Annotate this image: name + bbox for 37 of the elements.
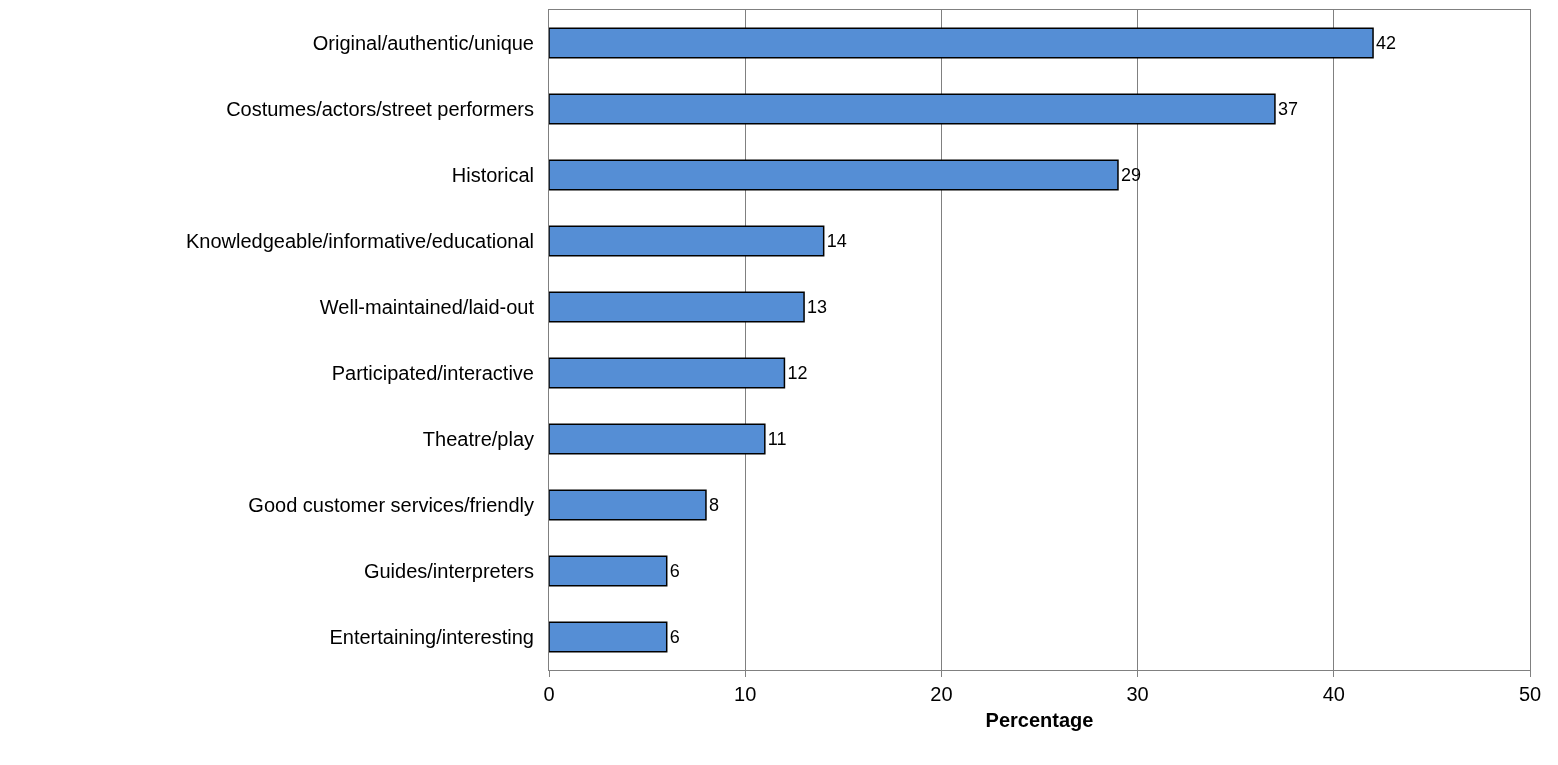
y-tick-label: Original/authentic/unique xyxy=(312,32,534,54)
y-tick-label: Participated/interactive xyxy=(331,362,534,384)
bar xyxy=(549,621,668,653)
x-axis-title: Percentage xyxy=(985,708,1094,731)
data-label: 8 xyxy=(708,495,719,515)
data-label: 42 xyxy=(1376,33,1397,53)
bar xyxy=(549,159,1119,191)
data-label: 12 xyxy=(787,363,808,383)
data-label: 14 xyxy=(826,231,847,251)
bar xyxy=(549,93,1276,125)
data-label: 13 xyxy=(807,297,828,317)
y-tick-label: Well-maintained/laid-out xyxy=(319,296,535,318)
y-tick-label: Entertaining/interesting xyxy=(329,626,534,648)
y-tick-label: Good customer services/friendly xyxy=(248,494,534,516)
bar xyxy=(549,27,1374,59)
data-label: 6 xyxy=(669,627,680,647)
y-tick-label: Historical xyxy=(451,164,534,186)
data-label: 29 xyxy=(1120,165,1142,185)
x-tick-label: 40 xyxy=(1322,683,1345,705)
x-tick-label: 30 xyxy=(1126,683,1149,705)
y-tick-label: Guides/interpreters xyxy=(363,560,534,582)
x-tick-label: 10 xyxy=(734,683,757,705)
bar xyxy=(549,357,786,389)
y-tick-label: Costumes/actors/street performers xyxy=(226,98,534,120)
bar xyxy=(549,423,766,455)
y-tick-label: Knowledgeable/informative/educational xyxy=(185,230,534,252)
data-label: 6 xyxy=(669,561,680,581)
x-tick-label: 20 xyxy=(930,683,953,705)
bar xyxy=(549,225,825,257)
x-tick-label: 0 xyxy=(543,683,555,705)
bar xyxy=(549,555,668,587)
data-label: 11 xyxy=(767,429,787,449)
data-label: 37 xyxy=(1277,99,1298,119)
bar xyxy=(549,489,707,521)
x-tick-label: 50 xyxy=(1518,683,1542,705)
bar xyxy=(549,291,805,323)
y-tick-label: Theatre/play xyxy=(422,428,534,450)
